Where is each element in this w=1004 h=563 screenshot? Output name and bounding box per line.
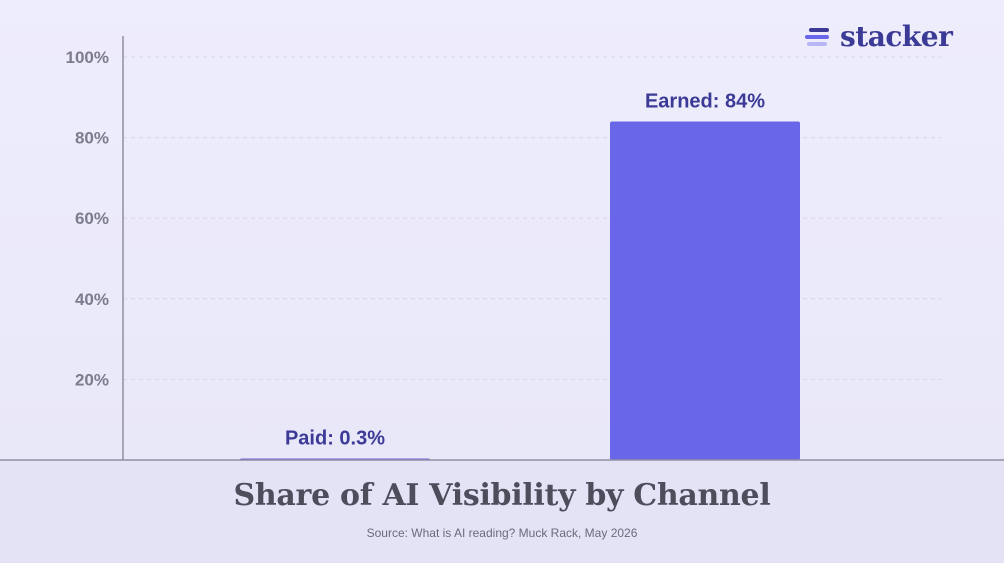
logo-text: stacker (840, 20, 953, 53)
logo-line-middle (805, 35, 829, 39)
plot-background (0, 0, 1004, 460)
logo-line-top (809, 28, 829, 32)
bars (240, 121, 800, 460)
grid-lines (123, 56, 942, 380)
data-label-paid: Paid: 0.3% (285, 428, 385, 450)
logo-line-bottom (807, 42, 827, 46)
chart-title: Share of AI Visibility by Channel (233, 478, 771, 513)
y-tick-label: 60% (75, 209, 109, 228)
footer-background (0, 460, 1004, 563)
chart-source: Source: What is AI reading? Muck Rack, M… (366, 526, 638, 540)
y-tick-label: 100% (66, 48, 109, 67)
y-tick-label: 80% (75, 129, 109, 148)
y-tick-label: 20% (75, 370, 109, 389)
data-label-earned: Earned: 84% (645, 90, 765, 112)
stacker-logo: stacker (805, 20, 953, 53)
y-tick-label: 40% (75, 290, 109, 309)
stacked-lines-icon (805, 24, 831, 50)
bar-earned (610, 121, 800, 460)
y-axis-ticks: 20% 40% 60% 80% 100% (66, 48, 109, 389)
bar-chart: 20% 40% 60% 80% 100% Paid: 0.3% Earned: 84% (0, 36, 1004, 461)
data-labels: Paid: 0.3% Earned: 84% (285, 90, 765, 449)
